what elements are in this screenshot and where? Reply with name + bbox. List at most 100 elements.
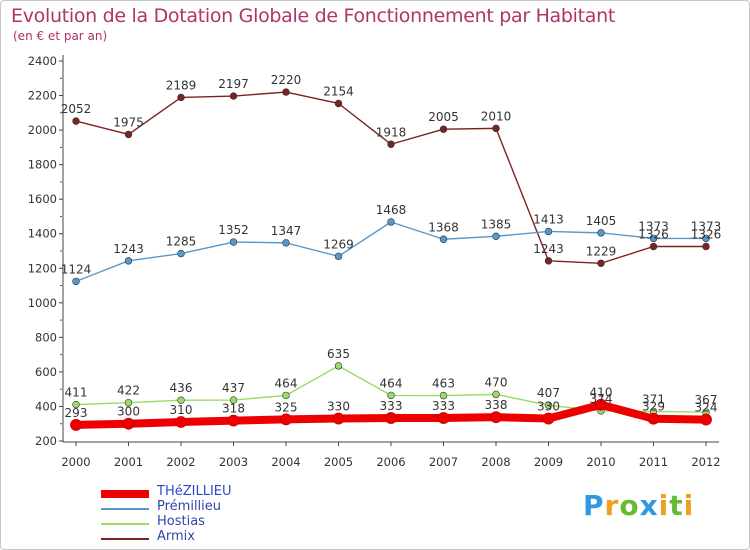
data-point: [334, 362, 343, 370]
x-tick-label: 2003: [219, 455, 248, 469]
data-label: 464: [275, 376, 298, 390]
data-label: 1405: [586, 214, 617, 228]
logo-letter: P: [583, 489, 605, 522]
data-label: 1385: [481, 217, 512, 231]
data-point: [544, 257, 553, 265]
data-point: [177, 396, 185, 404]
y-tick-label: 600: [35, 365, 57, 379]
data-label: 470: [485, 375, 508, 389]
chart-legend: THéZILLIEU Prémillieu Hostias Armix: [101, 484, 321, 546]
legend-swatch: [101, 523, 149, 525]
data-point: [282, 239, 290, 247]
data-label: 338: [485, 398, 508, 412]
x-tick-label: 2012: [691, 455, 720, 469]
data-point: [227, 414, 240, 427]
data-point: [229, 92, 238, 100]
data-point: [597, 259, 605, 267]
data-point: [72, 117, 80, 125]
data-point: [72, 277, 80, 286]
data-point: [229, 238, 238, 246]
data-point: [175, 416, 187, 428]
chart-series: [70, 88, 712, 431]
data-label: 464: [380, 376, 403, 390]
data-label: 2005: [428, 110, 459, 124]
data-label: 374: [590, 392, 613, 406]
data-label: 1243: [113, 242, 144, 256]
data-point: [702, 234, 710, 243]
logo-letter: r: [604, 489, 620, 522]
data-label: 1243: [533, 242, 564, 256]
data-label: 325: [275, 400, 298, 414]
data-point: [72, 400, 80, 409]
data-point: [334, 99, 343, 108]
data-label: 1413: [533, 212, 564, 226]
x-tick-label: 2010: [586, 455, 615, 469]
data-point: [492, 124, 500, 133]
logo-letter: x: [639, 489, 659, 522]
data-point: [595, 398, 607, 411]
legend-label: Armix: [157, 529, 195, 544]
logo-letter: i: [658, 489, 670, 522]
data-label: 293: [65, 406, 88, 420]
x-tick-label: 2001: [114, 455, 143, 469]
y-tick-label: 200: [35, 434, 57, 448]
y-tick-label: 1600: [28, 192, 57, 206]
data-point: [542, 412, 555, 425]
x-tick-label: 2000: [61, 455, 90, 469]
chart-data-labels: 1124 1243 1285 1352 1347 1269 1468 1368 1385 1413…: [61, 73, 722, 420]
logo-letter: t: [669, 489, 684, 522]
data-label: 2154: [323, 84, 354, 98]
data-point: [387, 140, 395, 148]
x-tick-label: 2008: [481, 455, 510, 469]
data-point: [597, 229, 605, 237]
data-label: 1368: [428, 220, 459, 234]
data-point: [334, 252, 343, 261]
x-tick-label: 2002: [166, 455, 195, 469]
data-label: 2189: [166, 78, 197, 92]
data-point: [647, 412, 660, 425]
data-label: 1975: [113, 115, 144, 129]
logo-letter: i: [683, 489, 695, 522]
chart-axes: 200 400 600 800 1000 1200 1400 1600 1800 2000 2200…: [28, 54, 721, 469]
legend-item: THéZILLIEU: [101, 484, 321, 501]
data-point: [177, 93, 185, 102]
y-tick-label: 1400: [28, 227, 57, 241]
data-label: 422: [117, 384, 140, 398]
y-tick-label: 800: [35, 330, 57, 344]
x-tick-label: 2011: [639, 455, 668, 469]
data-point: [70, 419, 82, 431]
data-point: [124, 130, 133, 139]
data-point: [700, 413, 712, 426]
chart-title: Evolution de la Dotation Globale de Fonc…: [11, 5, 616, 27]
data-label: 1373: [638, 219, 669, 233]
data-label: 318: [222, 402, 245, 416]
data-point: [282, 88, 290, 96]
data-point: [490, 411, 502, 424]
data-label: 436: [170, 381, 193, 395]
legend-swatch: [101, 508, 149, 510]
y-tick-label: 400: [35, 399, 57, 413]
data-label: 1918: [376, 125, 407, 139]
data-point: [439, 125, 448, 133]
x-tick-label: 2004: [271, 455, 300, 469]
data-label: 2220: [271, 73, 302, 87]
data-point: [332, 412, 345, 425]
data-point: [439, 391, 448, 400]
data-label: 371: [642, 392, 665, 406]
x-tick-label: 2007: [429, 455, 458, 469]
data-label: 1229: [586, 244, 617, 258]
legend-label: THéZILLIEU: [157, 484, 232, 499]
data-point: [124, 257, 133, 265]
data-point: [544, 401, 553, 409]
data-label: 2052: [61, 102, 92, 116]
x-tick-label: 2006: [376, 455, 405, 469]
data-label: 333: [380, 399, 403, 413]
data-label: 1326: [638, 228, 669, 242]
data-point: [702, 242, 710, 251]
data-label: 2010: [481, 109, 512, 123]
legend-label: Hostias: [157, 514, 205, 529]
data-point: [122, 417, 135, 430]
y-tick-label: 2000: [28, 123, 57, 137]
